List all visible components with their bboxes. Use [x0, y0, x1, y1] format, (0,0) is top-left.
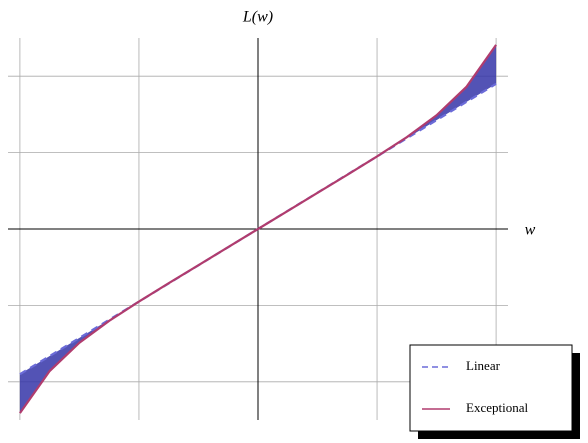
legend-box	[409, 344, 573, 432]
legend-label: Linear	[466, 358, 501, 373]
y-axis-label: L(w)	[242, 9, 273, 26]
line	[19, 44, 497, 414]
x-axis-label: w	[525, 222, 536, 239]
legend-label: Exceptional	[466, 400, 528, 415]
legend: Linear Exceptional	[409, 344, 580, 439]
